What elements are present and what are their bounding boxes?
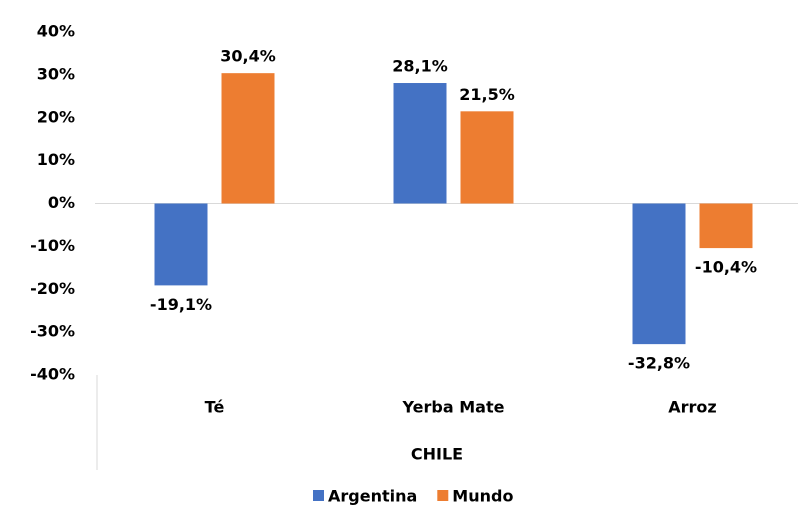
legend-label: Mundo	[452, 487, 513, 506]
bar	[393, 83, 447, 204]
bar	[699, 203, 753, 249]
x-axis-label: CHILE	[411, 445, 463, 464]
data-label: -19,1%	[150, 295, 212, 314]
legend-swatch	[437, 490, 449, 501]
x-tick-label: Arroz	[668, 398, 716, 417]
data-label: 21,5%	[459, 85, 515, 104]
y-tick-label: -20%	[30, 279, 75, 298]
data-label: 28,1%	[392, 57, 448, 76]
y-tick-label: 40%	[37, 22, 75, 41]
bar	[221, 73, 275, 204]
y-tick-label: 0%	[48, 193, 75, 212]
bar	[632, 203, 686, 345]
bar	[154, 203, 208, 286]
y-tick-label: 20%	[37, 107, 75, 126]
data-label: 30,4%	[220, 47, 276, 66]
y-tick-label: 10%	[37, 150, 75, 169]
y-tick-label: -40%	[30, 365, 75, 384]
bar	[460, 111, 514, 204]
x-tick-label: Yerba Mate	[402, 398, 505, 417]
y-tick-label: -10%	[30, 236, 75, 255]
legend-swatch	[313, 490, 324, 501]
legend-label: Argentina	[328, 487, 417, 506]
x-tick-label: Té	[205, 398, 225, 417]
data-label: -10,4%	[695, 258, 757, 277]
y-tick-label: 30%	[37, 64, 75, 83]
y-tick-label: -30%	[30, 322, 75, 341]
data-label: -32,8%	[628, 354, 690, 373]
